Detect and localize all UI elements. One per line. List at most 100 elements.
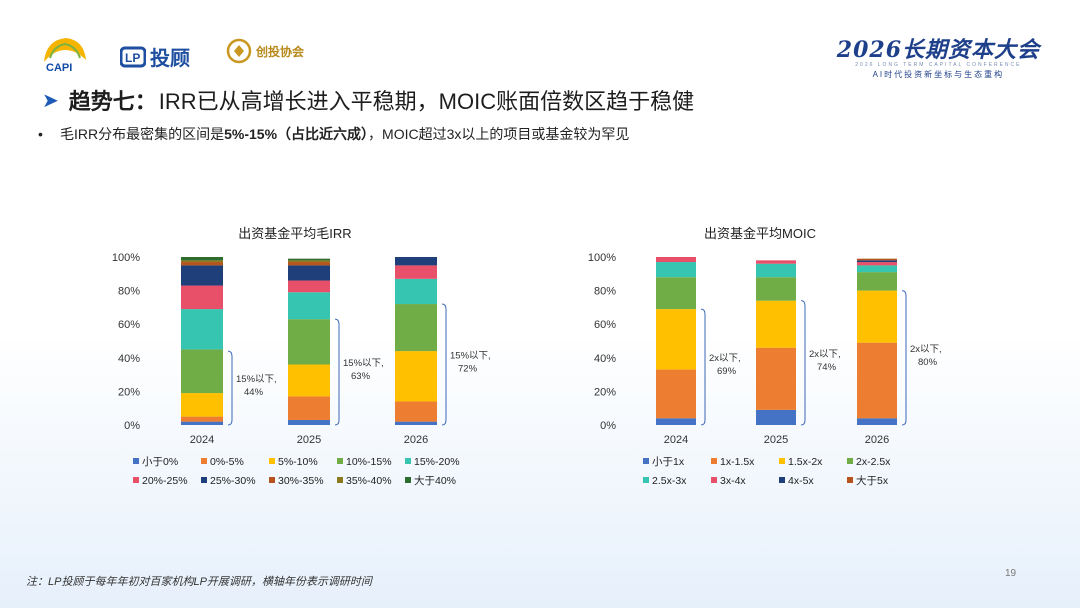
bar-segment [857, 260, 897, 263]
bar-segment [756, 277, 796, 301]
annotation-label: 15%以下, [236, 374, 277, 385]
bar-segment [656, 369, 696, 419]
bar-segment [288, 396, 330, 420]
bar-segment [181, 285, 223, 310]
chart-title: 出资基金平均毛IRR [238, 226, 351, 241]
lp-logo: LP 投顾 [120, 42, 190, 71]
conference-en: 2026 LONG TERM CAPITAL CONFERENCE [855, 62, 1022, 68]
bar-segment [857, 272, 897, 291]
y-tick-label: 40% [118, 353, 140, 365]
cv-logo: 创投协会 [226, 38, 304, 64]
y-tick-label: 20% [118, 386, 140, 398]
bar-segment [288, 319, 330, 365]
bar-segment [181, 265, 223, 286]
bullet-pre: 毛IRR分布最密集的区间是 [60, 126, 225, 142]
legend-label: 0%-5% [210, 456, 244, 468]
annotation-bracket [441, 303, 447, 426]
legend-swatch [405, 458, 411, 464]
legend-swatch [847, 458, 853, 464]
chart-title: 出资基金平均MOIC [704, 226, 816, 241]
bar-segment [288, 292, 330, 320]
annotation-bracket [227, 350, 233, 426]
x-tick-label: 2025 [764, 434, 788, 446]
lp-logo-icon: LP [120, 46, 146, 67]
legend-label: 3x-4x [720, 475, 746, 487]
bar-segment [288, 364, 330, 397]
legend-swatch [847, 477, 853, 483]
annotation-bracket [800, 300, 806, 426]
x-tick-label: 2026 [865, 434, 889, 446]
bar-segment [656, 418, 696, 425]
x-tick-label: 2025 [297, 434, 321, 446]
legend-label: 10%-15% [346, 456, 392, 468]
capi-logo-icon [44, 38, 86, 62]
legend-label: 1.5x-2x [788, 456, 823, 468]
bar-segment [395, 304, 437, 352]
bar-segment [181, 257, 223, 261]
legend-swatch [779, 458, 785, 464]
bullet-post: ，MOIC超过3x以上的项目或基金较为罕见 [368, 126, 630, 142]
legend-label: 1x-1.5x [720, 456, 755, 468]
bar-segment [395, 351, 437, 402]
bar-segment [756, 300, 796, 348]
cv-text: 创投协会 [256, 44, 305, 59]
lp-text: 投顾 [150, 48, 190, 70]
bar-segment [857, 418, 897, 425]
bar-segment [656, 262, 696, 278]
annotation-value: 44% [244, 387, 264, 398]
annotation-value: 63% [351, 371, 371, 382]
x-tick-label: 2024 [664, 434, 688, 446]
bar-segment [756, 260, 796, 264]
bar-segment [181, 309, 223, 350]
legend-swatch [405, 477, 411, 483]
bar-segment [181, 393, 223, 417]
legend-label: 2.5x-3x [652, 475, 687, 487]
page-number: 19 [1005, 568, 1017, 579]
annotation-label: 2x以下, [709, 353, 741, 364]
bar-segment [656, 257, 696, 263]
legend-label: 大于5x [856, 474, 889, 487]
legend-swatch [269, 477, 275, 483]
bar-segment [288, 260, 330, 263]
bar-segment [181, 262, 223, 266]
bar-segment [857, 258, 897, 261]
legend-swatch [779, 477, 785, 483]
legend-swatch [337, 477, 343, 483]
annotation-value: 74% [817, 362, 837, 373]
chevron-right-icon: ➤ [42, 89, 59, 112]
bullet-bold: 5%-15%（占比近六成） [224, 126, 369, 142]
annotation-bracket [334, 318, 340, 426]
legend-swatch [269, 458, 275, 464]
bar-segment [288, 280, 330, 293]
y-tick-label: 40% [594, 353, 616, 365]
bar-segment [656, 277, 696, 310]
bar-segment [395, 265, 437, 279]
brand-bar: CAPI LP 投顾 创投协会 2026长期资本大会 2026 LONG TER… [0, 0, 1080, 82]
bar-segment [395, 421, 437, 425]
title-bold: 趋势七： [68, 89, 157, 114]
y-tick-label: 0% [600, 420, 616, 432]
lp-mark-text: LP [125, 51, 140, 65]
legend-label: 25%-30% [210, 475, 256, 487]
y-tick-label: 100% [112, 252, 140, 264]
conference-subtitle: AI时代投资新坐标与生态重构 [872, 70, 1005, 79]
annotation-label: 15%以下, [343, 358, 384, 369]
conference-logo: 2026长期资本大会 2026 LONG TERM CAPITAL CONFER… [837, 32, 1040, 80]
legend-label: 15%-20% [414, 456, 460, 468]
annotation-bracket [901, 290, 907, 426]
capi-logo: CAPI [40, 36, 90, 74]
legend-swatch [133, 458, 139, 464]
annotation-value: 69% [717, 366, 737, 377]
bar-segment [395, 278, 437, 305]
bar-segment [395, 257, 437, 266]
legend-label: 5%-10% [278, 456, 318, 468]
bar-segment [288, 419, 330, 425]
bar-segment [857, 342, 897, 419]
x-tick-label: 2024 [190, 434, 214, 446]
legend-label: 小于1x [652, 456, 685, 468]
summary-bullet: • 毛IRR分布最密集的区间是5%-15%（占比近六成），MOIC超过3x以上的项… [38, 124, 629, 144]
annotation-label: 15%以下, [450, 351, 491, 362]
legend-label: 4x-5x [788, 475, 814, 487]
legend-swatch [337, 458, 343, 464]
bar-segment [756, 409, 796, 425]
